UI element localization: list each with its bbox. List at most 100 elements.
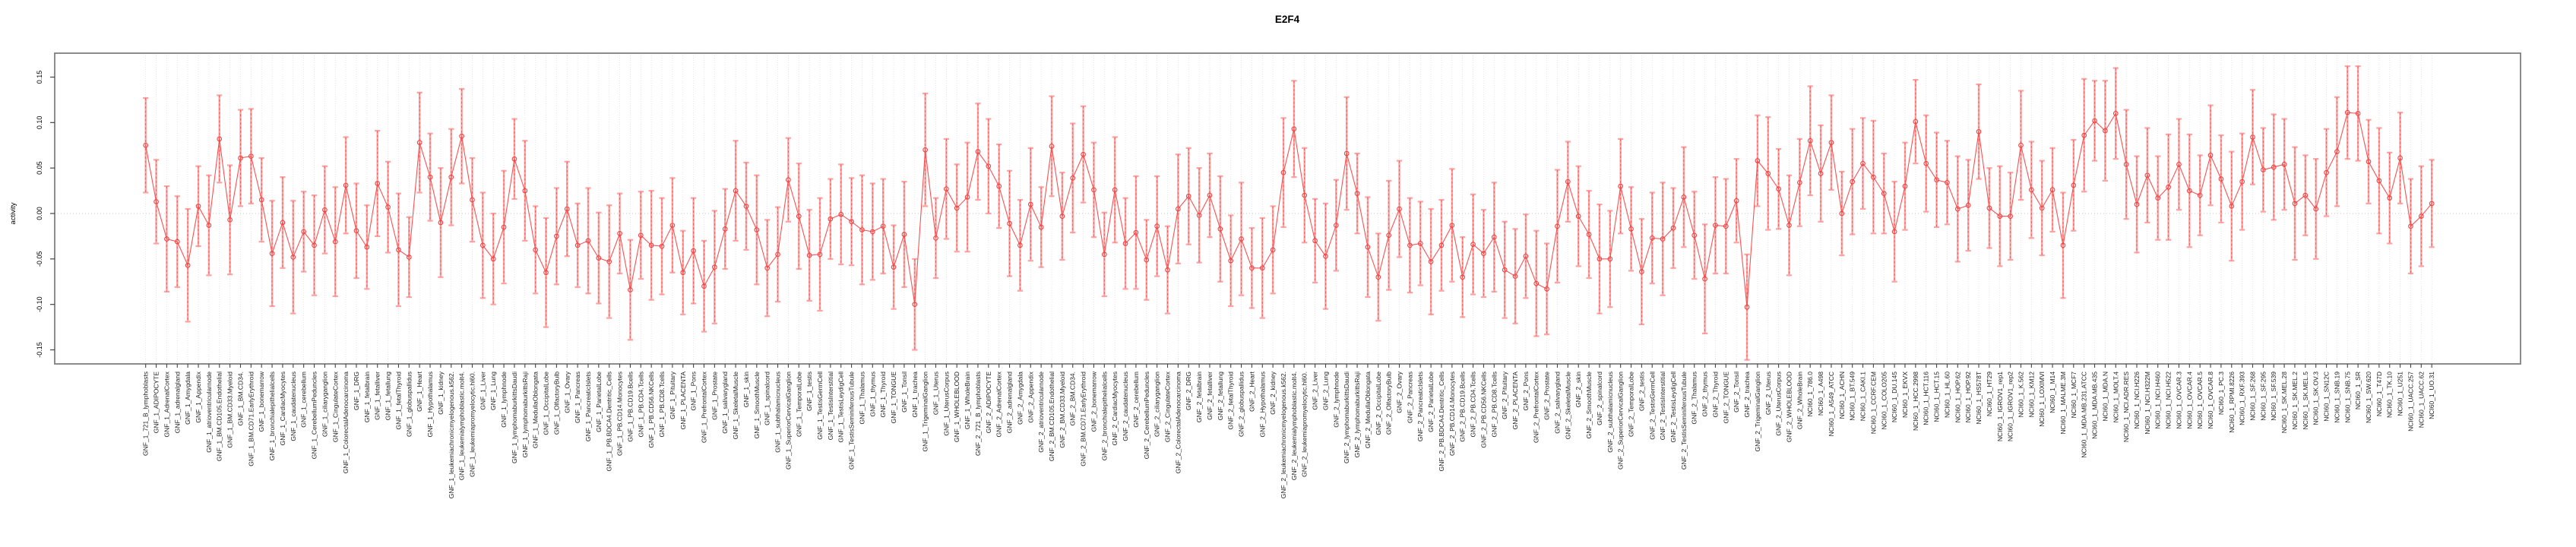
x-category-label: GNF_1_lymphomaburkittsDaudi (511, 372, 518, 463)
data-point (227, 217, 233, 223)
data-point (1460, 274, 1466, 280)
x-category-label: NCI60_1_HL.60 (1943, 372, 1951, 418)
error-bars (143, 65, 2435, 361)
x-category-label: GNF_2_WHOLEBLOOD (1785, 372, 1793, 442)
x-category-label: GNF_2_UterusCorpus (1775, 372, 1783, 436)
x-category-label: GNF_1_BM.CD71.EarlyErythroid (247, 372, 255, 466)
data-point (1343, 150, 1350, 157)
x-category-label: GNF_2_TestisLeydigCell (1669, 372, 1677, 443)
x-category-label: GNF_1_skin (742, 372, 750, 408)
data-point (796, 213, 802, 219)
data-point (2155, 195, 2161, 201)
data-point (754, 227, 760, 232)
data-point (1807, 138, 1813, 144)
x-category-label: GNF_1_ADIPOCYTE (153, 372, 160, 434)
x-category-label: NCI60_1_SNB.75 (2343, 372, 2351, 423)
x-category-label: NCI60_1_CCRF.CEM (1869, 372, 1877, 434)
x-category-label: NCI60_1_HCC.2998 (1912, 372, 1919, 431)
x-category-label: GNF_1_WholeBrain (964, 372, 971, 429)
data-point (312, 242, 317, 248)
x-category-label: GNF_2_PB.BDCA4.Dentritic_Cells (1438, 372, 1445, 471)
data-point (1776, 186, 1781, 192)
data-point (1628, 226, 1634, 232)
data-point (2250, 134, 2255, 140)
data-point (1249, 265, 1255, 271)
x-category-label: GNF_2_fetalThyroid (1227, 372, 1235, 430)
x-category-label: GNF_2_TestisSeminiferousTubule (1680, 372, 1688, 470)
data-point (1586, 232, 1592, 237)
x-category-label: GNF_1_TemporalLobe (795, 372, 802, 437)
x-category-label: GNF_2_leukemiachronicmyelogenous.k562. (1280, 372, 1287, 498)
data-point (1860, 160, 1866, 166)
data-point (849, 219, 854, 225)
data-point (2229, 204, 2235, 209)
data-point (280, 220, 286, 226)
activity-line (145, 112, 2432, 308)
data-point (2103, 128, 2108, 134)
x-category-label: GNF_2_Thyroid (1711, 372, 1719, 418)
data-point (975, 149, 981, 154)
x-category-label: GNF_2_PB.CD19.Bcells (1459, 372, 1467, 442)
x-category-label: GNF_1_globuspallidus (405, 372, 413, 437)
data-point (680, 270, 686, 276)
data-point (448, 174, 454, 180)
x-category-label: NCI60_1_KM12 (2027, 372, 2035, 418)
data-point (1523, 253, 1529, 259)
y-tick-label: -0.10 (36, 296, 43, 312)
data-point (153, 199, 159, 204)
x-category-label: GNF_2_trachea (1743, 372, 1751, 418)
x-category-label: NCI60_1_SF.268 (2249, 372, 2257, 421)
x-category-label: GNF_2_leukemialymphoblastic.molt4. (1290, 372, 1298, 480)
x-category-label: GNF_1_Pons (690, 372, 698, 411)
x-category-label: NCI60_1_OVCAR.4 (2185, 372, 2193, 429)
data-point (2366, 159, 2372, 165)
x-category-label: NCI60_1_K.562 (2017, 372, 2024, 418)
data-point (1945, 179, 1950, 185)
x-category-label: GNF_1_Appendix (195, 371, 202, 422)
data-point (1818, 170, 1824, 176)
data-point (1533, 280, 1540, 286)
data-point (996, 183, 1002, 189)
x-category-label: GNF_1_ParietalLobe (595, 372, 603, 432)
x-category-label: GNF_2_Thalamus (1691, 372, 1698, 424)
x-category-label: GNF_2_Pituitary (1501, 371, 1508, 419)
data-point (490, 256, 496, 262)
x-category-label: NCI60_1_MALME.3M (2059, 372, 2067, 435)
data-point (332, 239, 338, 245)
x-category-label: GNF_1_fetalbrain (363, 372, 371, 422)
x-category-label: GNF_1_testis (805, 372, 813, 411)
y-axis-label: activity (9, 202, 17, 224)
x-category-label: GNF_2_PB.CD4.Tcells (1470, 372, 1477, 437)
data-point (1217, 226, 1223, 232)
data-point (1133, 229, 1139, 236)
x-category-label: GNF_1_fetallung (385, 372, 392, 421)
data-point (564, 206, 570, 212)
data-point (1228, 258, 1234, 264)
x-category-label: GNF_2_PLACENTA (1511, 372, 1519, 430)
data-point (1881, 191, 1887, 197)
x-category-label: GNF_1_TONGUE (890, 372, 897, 424)
x-category-label: GNF_2_CerebellumPeduncles (1143, 372, 1150, 459)
x-category-label: NCI60_1_HS578T (1975, 372, 1983, 424)
data-point (2397, 155, 2403, 161)
data-point (1702, 276, 1707, 282)
x-category-label: GNF_1_CerebellumPeduncles (311, 372, 318, 459)
x-category-label: GNF_2_WholeBrain (1796, 372, 1803, 429)
data-point (364, 244, 370, 250)
x-category-label: GNF_1_Ovary (563, 371, 571, 413)
x-category-label: GNF_1_bronchialepithelialcells (268, 372, 276, 460)
x-category-label: NCI60_1_IGROV1_rep1 (1996, 372, 2004, 441)
x-category-label: NCI60_1_786.0 (1806, 372, 1814, 417)
x-category-label: GNF_2_PB.CD56.NKCells (1479, 372, 1487, 448)
data-point (2207, 153, 2214, 158)
data-point (438, 220, 444, 226)
data-point (1733, 198, 1739, 204)
x-category-label: GNF_1_BM.CD34. (236, 372, 244, 425)
data-point (2429, 201, 2435, 207)
x-category-label: GNF_1_leukemialymphoblastic.molt4. (458, 372, 466, 480)
x-category-label: GNF_1_lymphnode (500, 372, 508, 428)
data-point (838, 211, 844, 217)
data-point (1850, 179, 1856, 185)
data-point (554, 233, 559, 239)
x-category-label: NCI60_1_OVCAR.8 (2207, 372, 2214, 429)
